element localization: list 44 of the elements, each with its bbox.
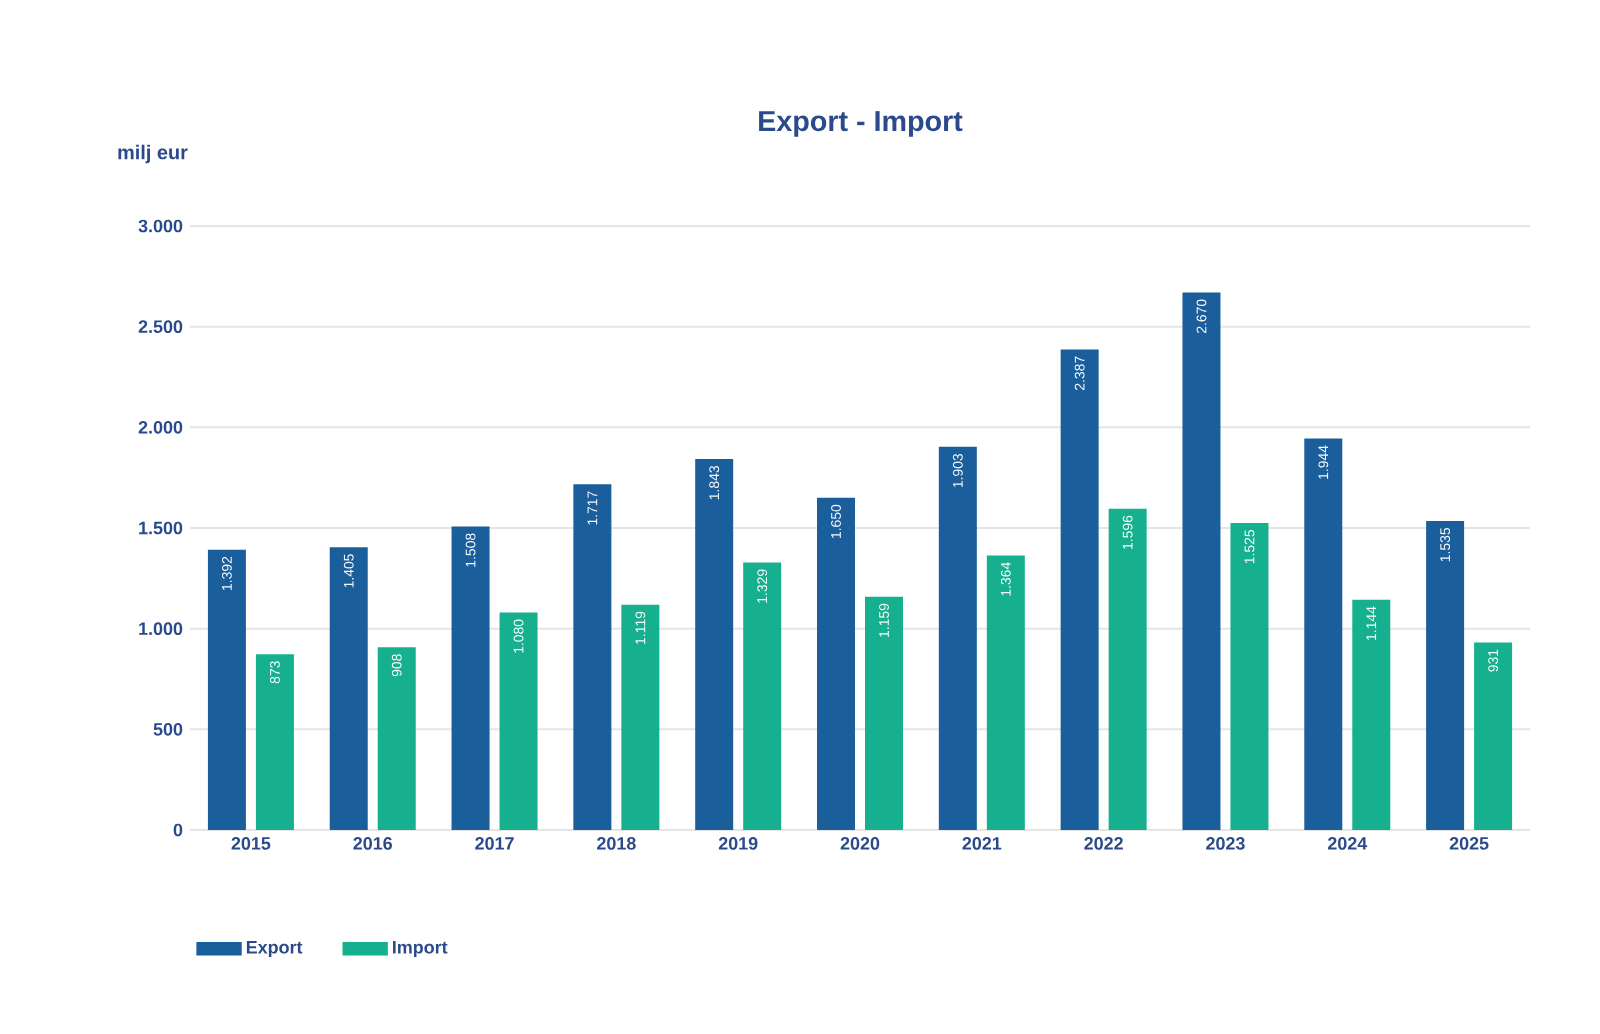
legend-label: Import: [393, 941, 448, 958]
x-tick-label: 2021: [962, 837, 1002, 850]
x-tick-label: 2019: [718, 837, 758, 850]
bar: [1060, 349, 1099, 830]
x-tick-label: 2022: [1084, 837, 1123, 850]
y-tick-label: 1.500: [139, 521, 183, 535]
bar: [865, 596, 904, 830]
x-tick-label: 2017: [475, 837, 514, 850]
x-tick-label: 2015: [231, 837, 271, 850]
bar: [207, 549, 246, 830]
bar: [499, 612, 538, 830]
bar: [986, 555, 1025, 830]
bar: [377, 647, 416, 830]
y-tick-label: 2.000: [138, 420, 183, 434]
bar: [1182, 292, 1221, 830]
bar: [1474, 642, 1513, 830]
y-tick-label: 500: [153, 722, 183, 736]
bar: [817, 497, 856, 830]
bar: [621, 604, 660, 830]
bar: [1230, 522, 1269, 830]
x-tick-label: 2023: [1206, 837, 1245, 850]
bar: [695, 458, 734, 830]
x-tick-label: 2025: [1449, 837, 1489, 850]
bar: [938, 446, 977, 830]
bar: [1108, 508, 1147, 830]
bar: [255, 654, 294, 830]
y-tick-label: 2.500: [138, 320, 183, 334]
bar: [1352, 599, 1391, 830]
bar: [1426, 520, 1465, 830]
bar: [329, 547, 368, 830]
bar: [451, 526, 490, 830]
y-tick-label: 1.000: [139, 622, 183, 636]
y-tick-label: 0: [173, 823, 183, 837]
legend-label: Export: [246, 941, 303, 958]
x-tick-label: 2016: [353, 837, 392, 850]
bar: [743, 562, 782, 830]
chart-title: Export - Import: [759, 111, 963, 137]
bar: [1304, 438, 1343, 830]
x-tick-label: 2024: [1327, 837, 1368, 850]
y-axis-title: milj eur: [118, 144, 188, 164]
bar: [573, 484, 612, 830]
x-tick-label: 2020: [840, 837, 880, 850]
x-tick-label: 2018: [597, 837, 636, 850]
y-tick-label: 3.000: [138, 219, 183, 233]
